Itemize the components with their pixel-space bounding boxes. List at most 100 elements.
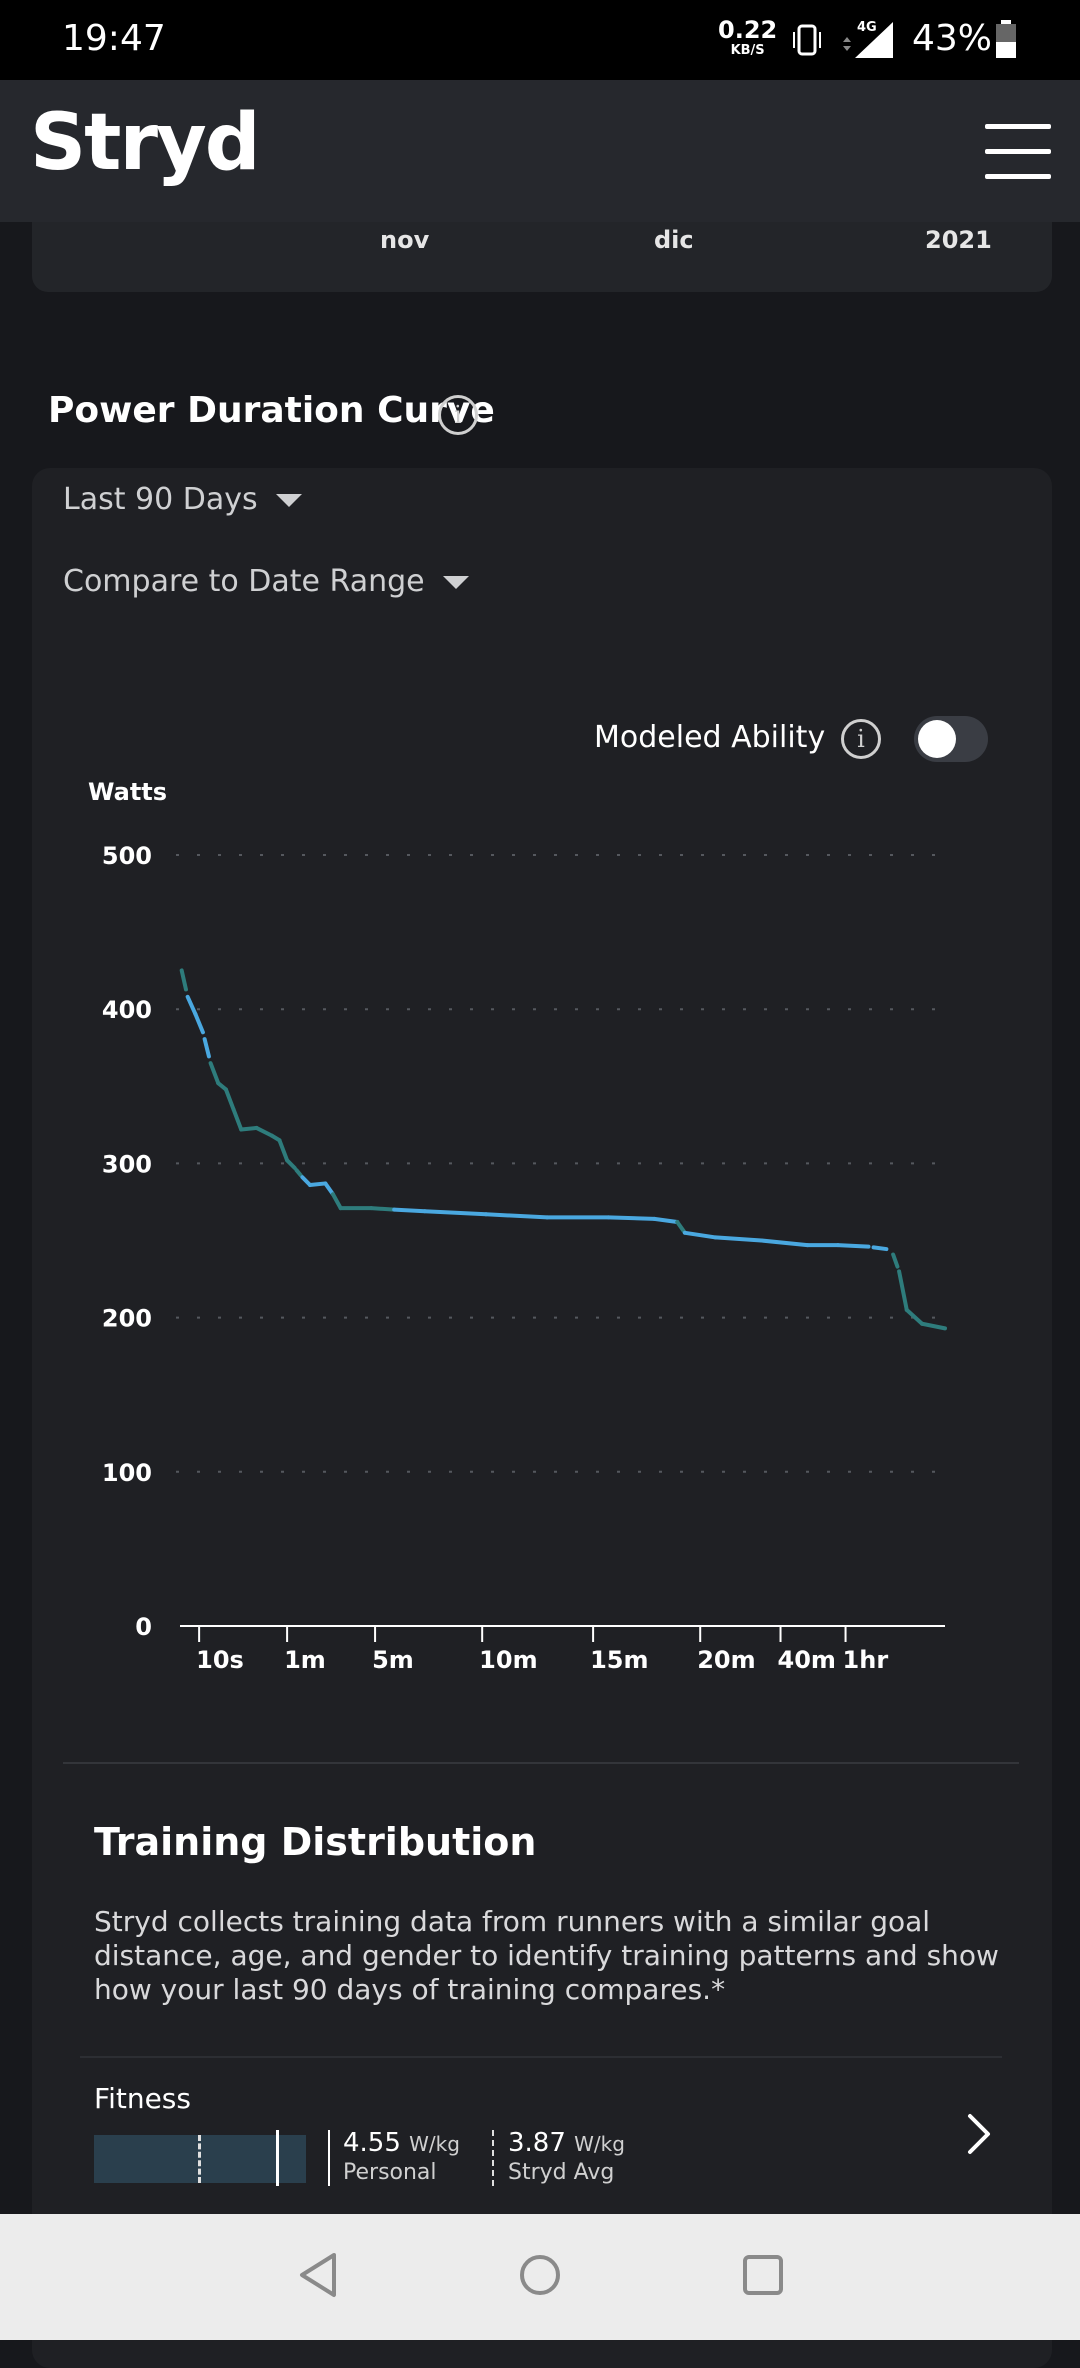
fitness-personal-marker [276,2130,279,2186]
modeled-ability-info-icon[interactable]: i [841,719,881,759]
x-label-nov: nov [380,226,430,254]
series-segment-20 [392,1207,427,1214]
series-segment-6 [223,1087,236,1112]
stryd-avg-value-unit: W/kg [574,2132,625,2156]
hamburger-menu-icon[interactable] [985,124,1051,180]
x-tick-label-10s: 10s [196,1646,244,1674]
personal-value: 4.55 W/kg [343,2128,460,2158]
training-chart-card [32,222,1052,292]
series-segment-2 [193,1011,205,1035]
series-segment-21 [422,1209,488,1217]
personal-separator [328,2130,330,2186]
network-type: 4G [857,20,877,35]
series-segment-15 [308,1181,328,1187]
network-speed-value: 0.22 [718,16,778,44]
y-tick-label-500: 500 [102,842,152,870]
series-segment-25 [652,1216,680,1224]
personal-label: Personal [343,2160,437,2185]
series-segment-16 [323,1181,335,1197]
series-segment-0 [179,968,188,992]
stryd-avg-label: Stryd Avg [508,2160,615,2185]
battery-percentage: 43% [912,18,993,59]
y-tick-label-200: 200 [102,1305,152,1333]
chevron-down-icon [275,494,302,507]
series-segment-9 [254,1125,274,1138]
series-segment-24 [606,1215,657,1221]
power-duration-chart: Watts 0 100 200 300 400 500 10s 1m 5m 10m 15m 20m 40m… [88,778,947,1674]
personal-value-number: 4.55 [343,2128,401,2158]
modeled-ability-label: Modeled Ability [594,720,826,755]
series-segment-3 [202,1037,211,1059]
row-divider [80,2056,1002,2058]
power-duration-title: Power Duration Curve [48,390,495,431]
recents-icon[interactable] [740,2250,786,2300]
x-tick-label-1hr: 1hr [843,1646,889,1674]
network-speed-unit: KB/S [730,43,765,58]
series-segment-8 [239,1125,259,1132]
personal-value-unit: W/kg [409,2132,460,2156]
y-axis-label: Watts [88,778,167,806]
avg-separator [492,2130,494,2186]
series-segment-7 [231,1107,244,1132]
training-distribution-description: Stryd collects training data from runner… [94,1905,999,2006]
series-segment-31 [835,1243,871,1249]
status-time: 19:47 [62,18,166,59]
x-tick-label-40m: 40m [778,1646,836,1674]
y-tick-label-400: 400 [102,996,152,1024]
series-segment-4 [208,1061,221,1086]
compare-dropdown-label: Compare to Date Range [63,564,425,599]
series-segment-35 [904,1307,925,1326]
stryd-logo[interactable]: Stryd [30,98,261,188]
info-icon[interactable]: i [438,395,478,435]
system-nav-bar [0,2214,1080,2340]
toggle-knob [918,720,956,758]
app-header: Stryd [0,80,1080,222]
x-tick-label-1m: 1m [284,1646,326,1674]
series-segment-26 [675,1219,687,1235]
chevron-right-icon[interactable] [964,2112,994,2156]
series-segment-27 [682,1230,718,1240]
series-segment-22 [484,1212,550,1220]
x-label-2021: 2021 [925,226,992,254]
y-tick-label-0: 0 [135,1613,152,1641]
stryd-avg-value: 3.87 W/kg [508,2128,625,2158]
series-segment-34 [897,1269,909,1312]
series-segment-33 [891,1252,900,1269]
range-dropdown-label: Last 90 Days [63,482,258,517]
range-dropdown[interactable]: Last 90 Days [63,482,302,517]
stryd-avg-value-number: 3.87 [508,2128,566,2158]
series-segment-32 [871,1245,889,1252]
series-segment-1 [185,994,198,1016]
series-segment-13 [294,1168,303,1178]
x-tick-label-20m: 20m [697,1646,755,1674]
signal-icon: 4G [843,20,893,58]
section-divider [63,1762,1019,1764]
series-segment-19 [369,1206,397,1212]
power-duration-card [32,468,1052,2368]
vibrate-signal-icons: 4G [793,20,893,58]
x-tick-label-5m: 5m [372,1646,414,1674]
chevron-down-icon [442,576,469,589]
vibrate-icon [793,24,821,56]
back-icon[interactable] [296,2250,340,2300]
compare-dropdown[interactable]: Compare to Date Range [63,564,469,599]
x-tick-label-10m: 10m [479,1646,537,1674]
series-segment-12 [285,1158,297,1171]
series-segment-11 [277,1138,290,1163]
network-speed: 0.22 KB/S [718,18,777,57]
x-tick-label-15m: 15m [590,1646,648,1674]
status-bar: 19:47 0.22 KB/S 4G 43% [0,0,1080,80]
series-segment-17 [331,1192,343,1211]
fitness-avg-marker [198,2135,201,2183]
x-label-dic: dic [654,226,694,254]
y-tick-label-100: 100 [102,1459,152,1487]
modeled-ability-toggle[interactable] [914,716,988,762]
training-distribution-title: Training Distribution [94,1820,537,1864]
series-segment-28 [713,1235,764,1243]
series-segment-36 [920,1321,947,1331]
home-icon[interactable] [517,2250,563,2300]
y-tick-label-300: 300 [102,1150,152,1178]
battery-icon [996,20,1016,58]
series-segment-29 [759,1238,810,1248]
fitness-label: Fitness [94,2082,191,2115]
